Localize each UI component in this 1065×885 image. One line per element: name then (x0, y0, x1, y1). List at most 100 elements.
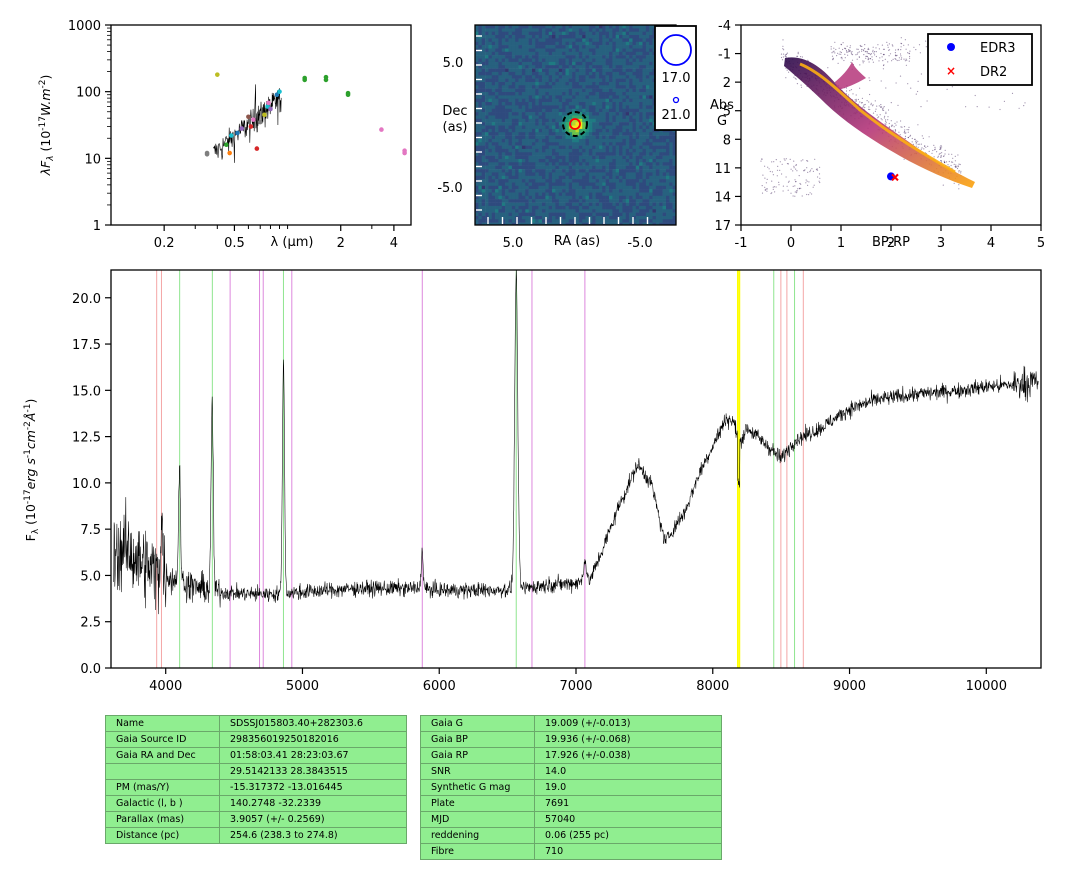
hr-star (782, 39, 784, 41)
image-pixel (521, 48, 526, 53)
image-pixel (615, 78, 620, 83)
image-pixel (645, 195, 650, 200)
hr-star (920, 143, 922, 145)
image-pixel (538, 38, 543, 43)
image-pixel (652, 169, 657, 173)
image-pixel (508, 98, 513, 103)
hr-star (891, 125, 893, 128)
image-pixel (508, 125, 513, 130)
image-pixel (639, 219, 643, 223)
image-pixel (642, 28, 647, 33)
hr-star (836, 55, 838, 57)
hr-star (808, 194, 810, 196)
image-pixel (505, 78, 509, 83)
image-pixel (602, 78, 606, 83)
image-pixel (578, 169, 583, 173)
image-pixel (498, 159, 503, 163)
image-pixel (555, 205, 560, 210)
image-pixel (475, 199, 479, 203)
image-pixel (488, 165, 493, 170)
image-pixel (622, 132, 627, 136)
image-pixel (495, 159, 499, 163)
hr-star (915, 143, 917, 145)
image-pixel (642, 98, 647, 103)
image-pixel (615, 189, 620, 193)
hr-star (904, 60, 907, 62)
hr-star (788, 71, 790, 73)
image-pixel (599, 75, 603, 79)
image-pixel (538, 148, 543, 153)
magnitude-legend: 17.0 21.0 (654, 25, 697, 131)
image-pixel (542, 92, 546, 96)
info-table-row: Synthetic G mag 19.0 (420, 779, 722, 796)
image-pixel (518, 199, 523, 203)
info-table-value: SDSSJ015803.40+282303.6 (219, 715, 407, 732)
image-pixel (495, 185, 499, 190)
image-pixel (528, 172, 533, 177)
image-pixel (558, 118, 563, 123)
image-pixel (659, 216, 663, 220)
image-pixel (495, 95, 499, 100)
image-pixel (542, 95, 546, 100)
image-pixel (518, 212, 523, 217)
image-pixel (555, 182, 560, 187)
info-table-value: 3.9057 (+/- 0.2569) (219, 811, 407, 828)
image-pixel (582, 189, 586, 193)
image-pixel (585, 165, 590, 170)
hr-star (772, 174, 775, 176)
image-pixel (595, 135, 600, 140)
image-pixel (545, 65, 550, 69)
image-pixel (605, 138, 610, 143)
image-pixel (511, 195, 516, 200)
image-pixel (485, 175, 489, 180)
image-pixel (562, 175, 566, 180)
image-pixel (495, 179, 499, 183)
image-pixel (592, 55, 596, 59)
image-pixel (592, 219, 596, 223)
image-pixel (542, 61, 546, 66)
image-pixel (488, 102, 493, 106)
hr-x-tick-label: 3 (937, 236, 945, 251)
image-pixel (505, 102, 509, 106)
image-pixel (491, 172, 496, 177)
image-pixel (505, 95, 509, 100)
image-pixel (515, 25, 519, 29)
image-pixel (599, 182, 603, 187)
image-pixel (639, 162, 643, 166)
image-pixel (625, 172, 630, 177)
image-pixel (521, 142, 526, 146)
info-table-key: SNR (420, 763, 535, 780)
image-pixel (572, 145, 576, 150)
image-pixel (632, 172, 637, 177)
image-pixel (645, 28, 650, 33)
hr-star (838, 47, 840, 49)
image-pixel (595, 102, 600, 106)
image-pixel (518, 128, 523, 133)
hr-star (872, 104, 874, 106)
image-pixel (495, 145, 499, 150)
hr-star (863, 54, 865, 56)
hr-star (765, 182, 768, 184)
hr-star (797, 188, 799, 190)
image-pixel (481, 195, 486, 200)
image-pixel (515, 58, 519, 63)
image-pixel (615, 159, 620, 163)
image-pixel (521, 112, 526, 116)
image-pixel (498, 148, 503, 153)
image-pixel (525, 25, 529, 29)
image-pixel (592, 132, 596, 136)
hr-star (945, 161, 948, 163)
image-pixel (485, 95, 489, 100)
image-pixel (542, 112, 546, 116)
hr-star (849, 90, 851, 92)
image-pixel (525, 78, 529, 83)
image-pixel (625, 222, 630, 225)
hr-star (898, 59, 900, 62)
image-pixel (558, 165, 563, 170)
image-pixel (639, 155, 643, 160)
image-pixel (558, 125, 563, 130)
image-pixel (649, 95, 653, 100)
image-pixel (532, 75, 536, 79)
image-pixel (511, 192, 516, 197)
image-pixel (588, 165, 593, 170)
